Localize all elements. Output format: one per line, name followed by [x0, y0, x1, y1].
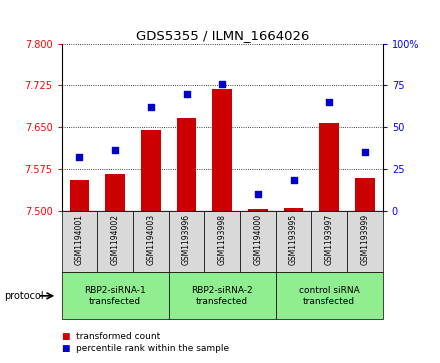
Bar	[97, 211, 133, 272]
Point	[112, 147, 119, 153]
Title: GDS5355 / ILMN_1664026: GDS5355 / ILMN_1664026	[136, 29, 309, 42]
Text: percentile rank within the sample: percentile rank within the sample	[76, 344, 229, 353]
Point	[290, 178, 297, 183]
Bar	[204, 211, 240, 272]
Text: ■: ■	[62, 333, 70, 341]
Bar	[240, 211, 276, 272]
Text: transformed count: transformed count	[76, 333, 160, 341]
Text: control siRNA
transfected: control siRNA transfected	[299, 286, 359, 306]
Text: GSM1194000: GSM1194000	[253, 213, 262, 265]
Bar	[355, 178, 375, 211]
Text: GSM1193997: GSM1193997	[325, 213, 334, 265]
Text: GSM1193996: GSM1193996	[182, 213, 191, 265]
Bar	[70, 180, 89, 211]
Point	[254, 191, 261, 197]
Bar	[319, 123, 339, 211]
Bar	[177, 118, 196, 211]
Bar	[347, 211, 383, 272]
Text: RBP2-siRNA-2
transfected: RBP2-siRNA-2 transfected	[191, 286, 253, 306]
Bar	[276, 272, 383, 319]
Bar	[133, 211, 169, 272]
Point	[76, 154, 83, 160]
Text: GSM1194003: GSM1194003	[147, 213, 155, 265]
Point	[361, 149, 368, 155]
Text: GSM1194001: GSM1194001	[75, 213, 84, 265]
Bar	[248, 209, 268, 211]
Bar	[169, 272, 276, 319]
Bar	[284, 208, 304, 211]
Bar	[62, 211, 97, 272]
Text: RBP2-siRNA-1
transfected: RBP2-siRNA-1 transfected	[84, 286, 146, 306]
Text: GSM1194002: GSM1194002	[110, 213, 120, 265]
Text: GSM1193995: GSM1193995	[289, 213, 298, 265]
Bar	[312, 211, 347, 272]
Bar	[276, 211, 312, 272]
Point	[183, 91, 190, 97]
Bar	[213, 89, 232, 211]
Bar	[105, 174, 125, 211]
Point	[326, 99, 333, 105]
Bar	[141, 130, 161, 211]
Point	[219, 81, 226, 86]
Text: ■: ■	[62, 344, 70, 353]
Text: GSM1193999: GSM1193999	[360, 213, 370, 265]
Bar	[169, 211, 204, 272]
Bar	[62, 272, 169, 319]
Point	[147, 104, 154, 110]
Text: protocol: protocol	[4, 291, 44, 301]
Text: GSM1193998: GSM1193998	[218, 213, 227, 265]
